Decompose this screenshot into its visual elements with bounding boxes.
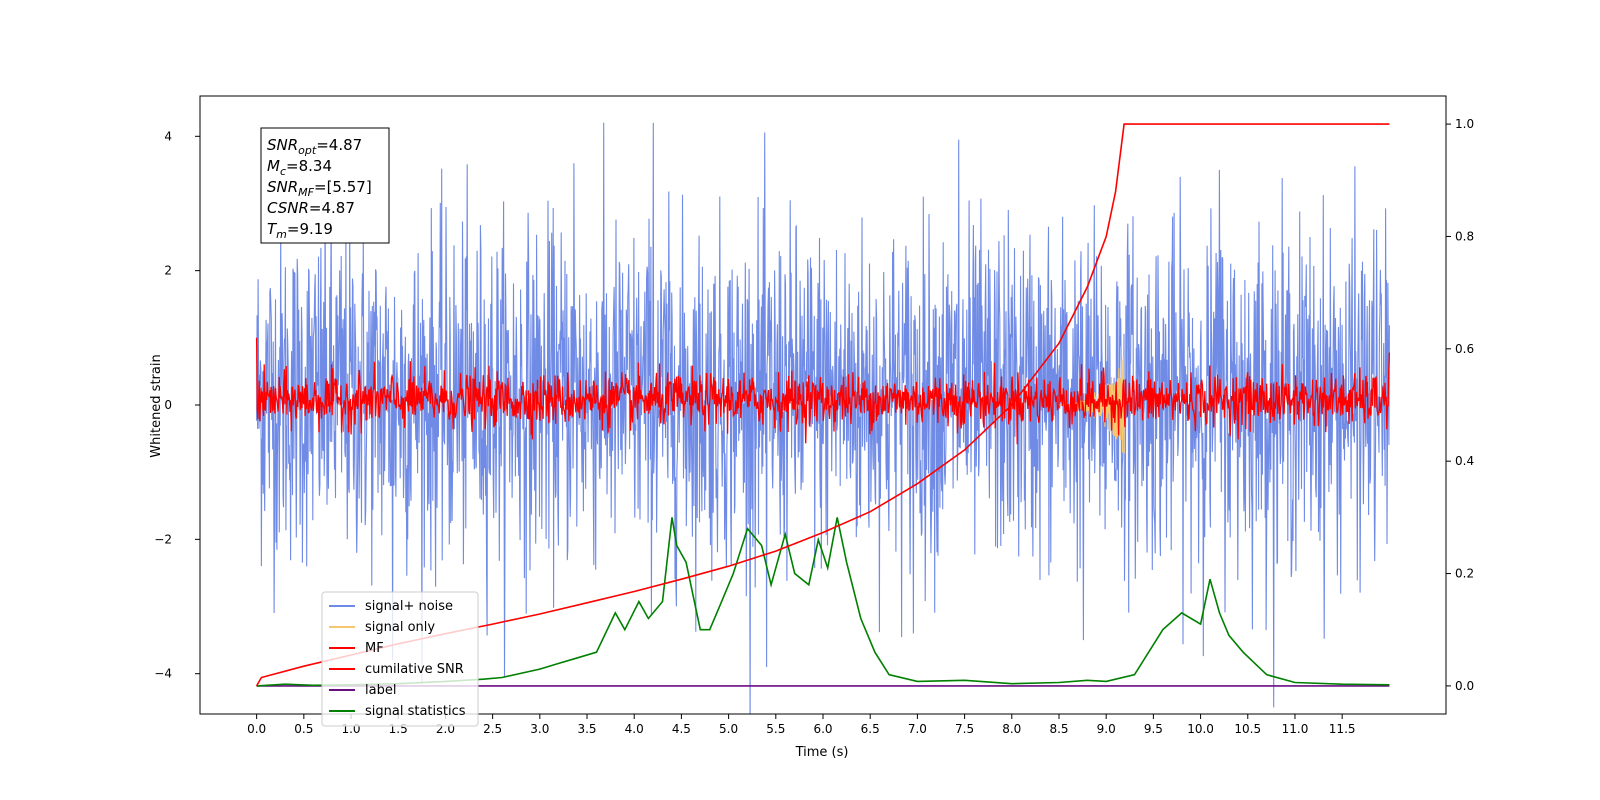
annotation-symbol: SNR: [267, 178, 298, 196]
mf-line: [255, 337, 1391, 445]
y-tick-label: −4: [154, 667, 172, 681]
x-tick-label: 10.0: [1187, 722, 1214, 736]
x-tick-label: 8.5: [1049, 722, 1068, 736]
y-axis-label: Whitened strain: [149, 354, 164, 457]
x-tick-label: 0.0: [247, 722, 266, 736]
annotation-symbol: M: [267, 157, 280, 175]
y-tick-label: −2: [154, 532, 172, 546]
x-tick-label: 6.5: [861, 722, 880, 736]
mf-series: [255, 337, 1391, 445]
legend-label: signal only: [365, 620, 435, 635]
x-tick-label: 7.5: [955, 722, 974, 736]
legend-frame: [321, 591, 479, 727]
annotation-symbol: CSNR: [267, 199, 309, 217]
x-tick-label: 0.5: [294, 722, 313, 736]
annotation-symbol: T: [267, 220, 278, 238]
legend: signal+ noise signal only MF cumilative SNR…: [321, 591, 479, 727]
annotation-line: SNRMF=[5.57]: [267, 178, 372, 199]
y-axis-left: −4 −2 0 2 4: [154, 129, 200, 681]
x-tick-label: 8.0: [1002, 722, 1021, 736]
x-tick-label: 9.0: [1097, 722, 1116, 736]
x-tick-label: 9.5: [1144, 722, 1163, 736]
x-tick-label: 5.0: [719, 722, 738, 736]
y-axis-right: 0.0 0.2 0.4 0.6 0.8 1.0: [1446, 117, 1474, 693]
y-tick-label: 2: [164, 264, 172, 278]
y2-tick-label: 0.8: [1455, 229, 1474, 243]
y-tick-label: 0: [164, 398, 172, 412]
x-axis-label: Time (s): [795, 745, 849, 760]
signal-statistics-line: [256, 517, 1390, 687]
annotation-line: SNRopt=4.87: [267, 136, 362, 157]
annotation-value: =9.19: [287, 220, 333, 238]
annotation-value: =[5.57]: [314, 178, 372, 196]
annotation-line: Tm=9.19: [267, 220, 333, 241]
annotation-value: =4.87: [309, 199, 355, 217]
y2-tick-label: 0.2: [1455, 567, 1474, 581]
y2-tick-label: 0.0: [1455, 679, 1474, 693]
x-tick-label: 11.0: [1282, 722, 1309, 736]
annotation-symbol: SNR: [267, 136, 298, 154]
legend-label: signal+ noise: [365, 599, 453, 614]
legend-label: MF: [365, 641, 384, 656]
x-tick-label: 5.5: [766, 722, 785, 736]
x-tick-label: 10.5: [1234, 722, 1261, 736]
stats-annotation-box: SNRopt=4.87Mc=8.34SNRMF=[5.57]CSNR=4.87T…: [260, 127, 390, 244]
annotation-subscript: MF: [298, 186, 314, 199]
annotation-line: Mc=8.34: [267, 157, 332, 178]
annotation-subscript: m: [276, 228, 287, 241]
y-tick-label: 4: [164, 129, 172, 143]
x-tick-label: 11.5: [1329, 722, 1356, 736]
annotation-value: =4.87: [316, 136, 362, 154]
x-tick-label: 3.5: [577, 722, 596, 736]
x-tick-label: 6.0: [813, 722, 832, 736]
x-tick-label: 3.0: [530, 722, 549, 736]
annotation-subscript: c: [280, 165, 286, 178]
x-tick-label: 2.5: [483, 722, 502, 736]
x-tick-label: 4.0: [625, 722, 644, 736]
x-tick-label: 7.0: [908, 722, 927, 736]
y2-tick-label: 0.4: [1455, 454, 1474, 468]
annotation-frame: [260, 127, 390, 244]
x-tick-label: 4.5: [672, 722, 691, 736]
annotation-line: CSNR=4.87: [267, 199, 355, 217]
legend-label: signal statistics: [365, 704, 466, 719]
legend-label: cumilative SNR: [365, 662, 464, 677]
annotation-subscript: opt: [298, 144, 317, 157]
legend-label: label: [365, 683, 396, 698]
y2-tick-label: 0.6: [1455, 342, 1474, 356]
y2-tick-label: 1.0: [1455, 117, 1474, 131]
annotation-value: =8.34: [286, 157, 332, 175]
